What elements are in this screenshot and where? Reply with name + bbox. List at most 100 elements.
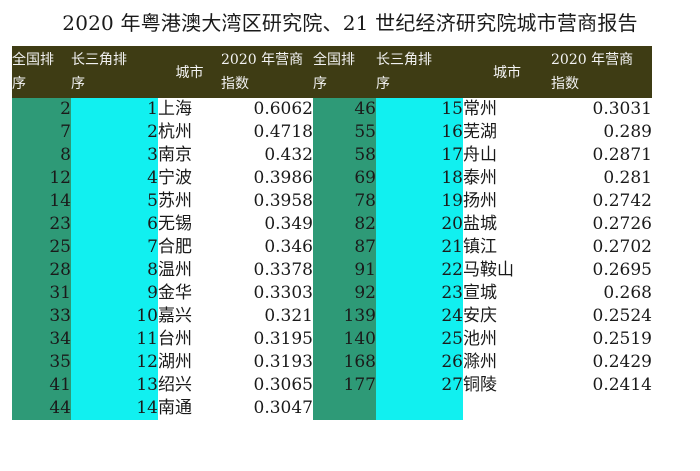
yrd-rank-cell: 14 bbox=[71, 397, 158, 420]
national-rank-cell: 33 bbox=[12, 305, 71, 328]
yrd-rank-cell: 27 bbox=[376, 374, 463, 397]
index-cell: 0.2726 bbox=[551, 213, 652, 236]
national-rank-cell: 91 bbox=[313, 259, 376, 282]
index-cell: 0.2742 bbox=[551, 190, 652, 213]
table-row: 41 13 绍兴 0.3065 177 27 铜陵 0.2414 bbox=[12, 374, 652, 397]
index-cell: 0.3378 bbox=[221, 259, 313, 282]
national-rank-cell: 177 bbox=[313, 374, 376, 397]
index-cell: 0.346 bbox=[221, 236, 313, 259]
yrd-rank-cell: 23 bbox=[376, 282, 463, 305]
table-row: 33 10 嘉兴 0.321 139 24 安庆 0.2524 bbox=[12, 305, 652, 328]
index-cell: 0.281 bbox=[551, 167, 652, 190]
city-cell: 泰州 bbox=[463, 167, 551, 190]
national-rank-cell: 35 bbox=[12, 351, 71, 374]
city-cell: 宣城 bbox=[463, 282, 551, 305]
national-rank-cell: 139 bbox=[313, 305, 376, 328]
table-body: 2 1 上海 0.6062 46 15 常州 0.3031 7 2 杭州 0.4718 55 16 芜湖 0.… bbox=[12, 98, 652, 420]
yrd-rank-cell: 2 bbox=[71, 121, 158, 144]
city-cell: 芜湖 bbox=[463, 121, 551, 144]
city-cell: 常州 bbox=[463, 98, 551, 121]
city-cell: 镇江 bbox=[463, 236, 551, 259]
yrd-rank-cell: 26 bbox=[376, 351, 463, 374]
city-cell: 马鞍山 bbox=[463, 259, 551, 282]
index-cell: 0.6062 bbox=[221, 98, 313, 121]
header-national-rank: 全国排序 bbox=[313, 46, 376, 98]
index-cell: 0.289 bbox=[551, 121, 652, 144]
header-index: 2020 年营商 指数 bbox=[551, 46, 652, 98]
table-row: 44 14 南通 0.3047 bbox=[12, 397, 652, 420]
city-cell: 南京 bbox=[158, 144, 221, 167]
yrd-rank-cell: 22 bbox=[376, 259, 463, 282]
national-rank-cell: 55 bbox=[313, 121, 376, 144]
index-cell: 0.2519 bbox=[551, 328, 652, 351]
national-rank-cell: 8 bbox=[12, 144, 71, 167]
table-row: 7 2 杭州 0.4718 55 16 芜湖 0.289 bbox=[12, 121, 652, 144]
city-cell: 温州 bbox=[158, 259, 221, 282]
table-row: 25 7 合肥 0.346 87 21 镇江 0.2702 bbox=[12, 236, 652, 259]
header-row: 全国排序 长三角排序 城市 2020 年营商 指数 全国排序 长三角排序 城市 2… bbox=[12, 46, 652, 98]
city-business-environment-table: 全国排序 长三角排序 城市 2020 年营商 指数 全国排序 长三角排序 城市 2… bbox=[12, 46, 652, 420]
yrd-rank-cell: 25 bbox=[376, 328, 463, 351]
index-cell: 0.349 bbox=[221, 213, 313, 236]
city-cell: 金华 bbox=[158, 282, 221, 305]
index-cell: 0.3195 bbox=[221, 328, 313, 351]
index-cell: 0.3193 bbox=[221, 351, 313, 374]
index-cell: 0.2414 bbox=[551, 374, 652, 397]
national-rank-cell: 58 bbox=[313, 144, 376, 167]
national-rank-cell: 12 bbox=[12, 167, 71, 190]
yrd-rank-cell: 17 bbox=[376, 144, 463, 167]
index-cell bbox=[551, 397, 652, 420]
yrd-rank-cell: 7 bbox=[71, 236, 158, 259]
table-row: 8 3 南京 0.432 58 17 舟山 0.2871 bbox=[12, 144, 652, 167]
city-cell: 台州 bbox=[158, 328, 221, 351]
national-rank-cell: 23 bbox=[12, 213, 71, 236]
national-rank-cell: 41 bbox=[12, 374, 71, 397]
table-row: 35 12 湖州 0.3193 168 26 滁州 0.2429 bbox=[12, 351, 652, 374]
yrd-rank-cell: 9 bbox=[71, 282, 158, 305]
index-cell: 0.268 bbox=[551, 282, 652, 305]
yrd-rank-cell: 10 bbox=[71, 305, 158, 328]
national-rank-cell: 92 bbox=[313, 282, 376, 305]
index-cell: 0.3303 bbox=[221, 282, 313, 305]
index-cell: 0.3047 bbox=[221, 397, 313, 420]
yrd-rank-cell: 5 bbox=[71, 190, 158, 213]
national-rank-cell: 34 bbox=[12, 328, 71, 351]
city-cell: 扬州 bbox=[463, 190, 551, 213]
national-rank-cell: 31 bbox=[12, 282, 71, 305]
yrd-rank-cell: 12 bbox=[71, 351, 158, 374]
table-row: 14 5 苏州 0.3958 78 19 扬州 0.2742 bbox=[12, 190, 652, 213]
national-rank-cell: 25 bbox=[12, 236, 71, 259]
index-cell: 0.432 bbox=[221, 144, 313, 167]
city-cell bbox=[463, 397, 551, 420]
national-rank-cell: 7 bbox=[12, 121, 71, 144]
national-rank-cell: 46 bbox=[313, 98, 376, 121]
yrd-rank-cell: 13 bbox=[71, 374, 158, 397]
table-row: 2 1 上海 0.6062 46 15 常州 0.3031 bbox=[12, 98, 652, 121]
index-cell: 0.2524 bbox=[551, 305, 652, 328]
index-cell: 0.2702 bbox=[551, 236, 652, 259]
index-cell: 0.2429 bbox=[551, 351, 652, 374]
table-row: 31 9 金华 0.3303 92 23 宣城 0.268 bbox=[12, 282, 652, 305]
header-city: 城市 bbox=[158, 46, 221, 98]
yrd-rank-cell: 20 bbox=[376, 213, 463, 236]
city-cell: 宁波 bbox=[158, 167, 221, 190]
yrd-rank-cell: 21 bbox=[376, 236, 463, 259]
city-cell: 上海 bbox=[158, 98, 221, 121]
yrd-rank-cell: 6 bbox=[71, 213, 158, 236]
yrd-rank-cell: 4 bbox=[71, 167, 158, 190]
city-cell: 湖州 bbox=[158, 351, 221, 374]
yrd-rank-cell: 16 bbox=[376, 121, 463, 144]
national-rank-cell: 44 bbox=[12, 397, 71, 420]
header-yrd-rank: 长三角排序 bbox=[71, 46, 158, 98]
national-rank-cell bbox=[313, 397, 376, 420]
header-city: 城市 bbox=[463, 46, 551, 98]
city-cell: 舟山 bbox=[463, 144, 551, 167]
table-row: 23 6 无锡 0.349 82 20 盐城 0.2726 bbox=[12, 213, 652, 236]
national-rank-cell: 140 bbox=[313, 328, 376, 351]
national-rank-cell: 82 bbox=[313, 213, 376, 236]
table-row: 34 11 台州 0.3195 140 25 池州 0.2519 bbox=[12, 328, 652, 351]
city-cell: 安庆 bbox=[463, 305, 551, 328]
page-title: 2020 年粤港澳大湾区研究院、21 世纪经济研究院城市营商报告 bbox=[62, 11, 638, 35]
yrd-rank-cell: 19 bbox=[376, 190, 463, 213]
national-rank-cell: 78 bbox=[313, 190, 376, 213]
